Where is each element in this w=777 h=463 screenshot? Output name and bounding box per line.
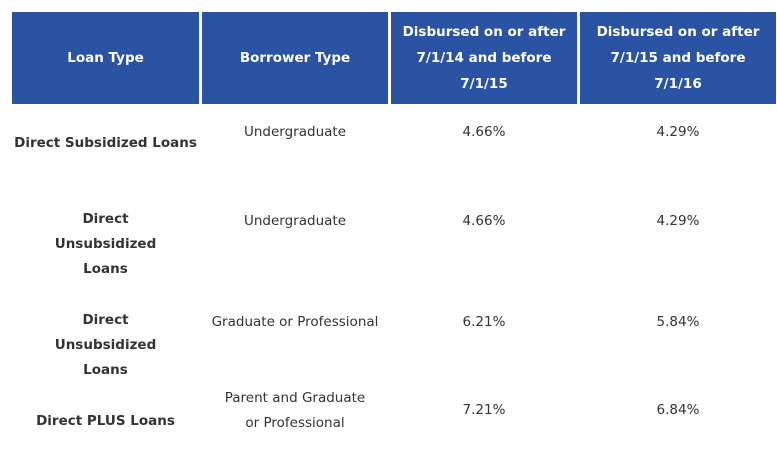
- cell-loan-type: Direct Subsidized Loans: [14, 135, 197, 151]
- cell-borrower-type: Undergraduate: [243, 213, 346, 229]
- cell-rate-2015: 4.29%: [656, 124, 700, 140]
- cell-rate-2015: 4.29%: [656, 213, 700, 229]
- cell-rate-2015: 6.84%: [656, 402, 700, 418]
- header-borrower-type: Borrower Type: [202, 12, 388, 104]
- cell-rate-2014: 4.66%: [462, 213, 506, 229]
- cell-borrower-type: Graduate or Professional: [211, 314, 379, 330]
- cell-borrower-type: Undergraduate: [243, 124, 346, 140]
- cell-rate-2014: 6.21%: [462, 314, 506, 330]
- cell-loan-type: Direct Unsubsidized Loans: [54, 211, 157, 277]
- cell-borrower-type: Parent and Graduate or Professional: [224, 390, 366, 431]
- cell-rate-2015: 5.84%: [656, 314, 700, 330]
- cell-rate-2014: 4.66%: [462, 124, 506, 140]
- cell-loan-type: Direct PLUS Loans: [36, 413, 175, 429]
- header-loan-type: Loan Type: [12, 12, 199, 104]
- cell-loan-type: Direct Unsubsidized Loans: [54, 312, 157, 378]
- header-rate-2014-2015: Disbursed on or after 7/1/14 and before …: [391, 12, 577, 104]
- header-rate-2015-2016: Disbursed on or after 7/1/15 and before …: [580, 12, 776, 104]
- cell-rate-2014: 7.21%: [462, 402, 506, 418]
